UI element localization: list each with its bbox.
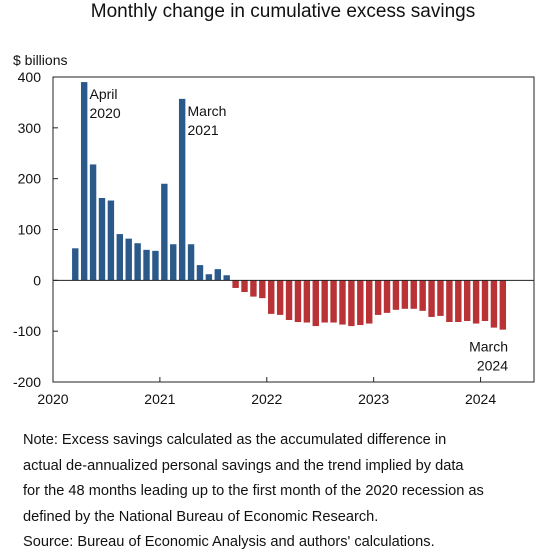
note-line: for the 48 months leading up to the firs… [23, 483, 484, 499]
note-line: Note: Excess savings calculated as the a… [23, 432, 447, 448]
bar-series [72, 82, 507, 330]
y-tick-label: -100 [13, 323, 41, 339]
bar [410, 280, 417, 309]
plot-frame [52, 76, 535, 383]
bar [72, 248, 79, 281]
bar [312, 280, 319, 327]
x-tick-label: 2024 [465, 391, 496, 407]
bar [294, 280, 302, 323]
chart-title: Monthly change in cumulative excess savi… [91, 1, 475, 22]
bar [392, 280, 400, 310]
annotation-label: March [188, 103, 227, 119]
x-axis: 2020 2021 2022 2023 2024 [37, 377, 496, 407]
bar [152, 250, 159, 281]
x-tick-label: 2022 [251, 391, 282, 407]
bar [321, 280, 328, 323]
bar [241, 280, 248, 293]
bar [374, 280, 382, 315]
y-tick-label: 100 [18, 222, 42, 238]
bar [401, 280, 409, 309]
annotation-label: 2024 [477, 358, 508, 374]
source-line: Source: Bureau of Economic Analysis and … [23, 534, 435, 550]
bar [285, 280, 293, 320]
bar [187, 244, 195, 281]
bar [348, 280, 355, 327]
bar [170, 244, 177, 281]
bar [143, 249, 150, 281]
bar [303, 280, 311, 323]
y-axis: 400 300 200 100 0 -100 -200 [13, 69, 58, 390]
bar [437, 280, 444, 316]
bar [339, 280, 346, 325]
note-line: actual de-annualized personal savings an… [23, 457, 464, 474]
bar [205, 274, 213, 281]
bar [357, 280, 364, 326]
annotation-label: March [469, 339, 508, 355]
annotation-label: 2021 [188, 122, 219, 138]
bar [178, 98, 186, 281]
bar [276, 280, 284, 315]
bar [161, 183, 168, 281]
bar [98, 197, 106, 281]
bar [428, 280, 435, 317]
y-tick-label: 400 [18, 69, 42, 85]
bar [107, 200, 115, 281]
bar [223, 275, 230, 281]
x-tick-label: 2023 [358, 391, 389, 407]
bar [196, 265, 204, 281]
bar [463, 280, 471, 321]
annotation-label: April [90, 86, 118, 102]
y-tick-label: 0 [33, 272, 41, 288]
bar [232, 280, 239, 288]
bar [330, 280, 337, 323]
bar [125, 238, 132, 281]
annotation-label: 2020 [90, 105, 121, 121]
bar [446, 280, 453, 323]
bar [214, 269, 221, 281]
note-line: defined by the National Bureau of Econom… [23, 508, 379, 525]
y-axis-unit-label: $ billions [13, 52, 67, 68]
bar [472, 280, 480, 324]
x-tick-label: 2021 [144, 391, 175, 407]
bar [490, 280, 498, 328]
y-tick-label: 200 [18, 171, 42, 187]
bar [499, 280, 507, 330]
bar [250, 280, 257, 297]
chart-annotations: April 2020 March 2021 March 2024 [90, 86, 509, 374]
bar [455, 280, 462, 323]
bar [268, 280, 275, 314]
bar [116, 234, 124, 281]
bar [134, 243, 141, 281]
bar [481, 280, 489, 321]
bar [366, 280, 373, 324]
bar [419, 280, 426, 311]
bar [259, 280, 266, 299]
bar [80, 82, 88, 281]
excess-savings-chart: Monthly change in cumulative excess savi… [13, 1, 535, 407]
bar [89, 164, 97, 281]
chart-note: Note: Excess savings calculated as the a… [23, 428, 528, 556]
y-tick-label: -200 [13, 374, 41, 390]
bar [383, 280, 391, 313]
x-tick-label: 2020 [37, 391, 68, 407]
y-tick-label: 300 [18, 120, 42, 136]
